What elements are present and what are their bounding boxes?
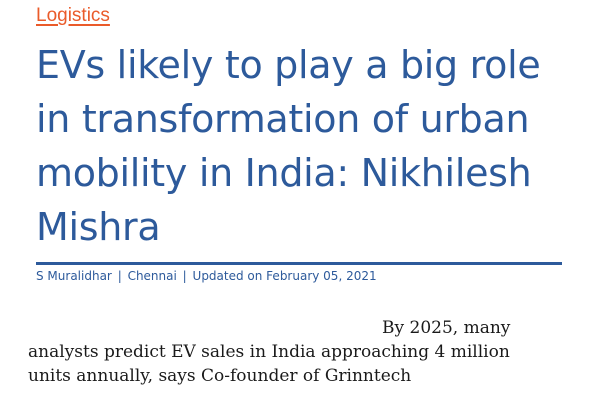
byline-divider (36, 262, 562, 265)
headline-line: in transformation of urban (36, 97, 530, 141)
author-link[interactable]: S Muralidhar (36, 269, 112, 283)
byline-separator: | (182, 269, 187, 283)
article-summary: By 2025, many analysts predict EV sales … (28, 316, 548, 388)
headline-line: EVs likely to play a big role (36, 43, 541, 87)
summary-line: units annually, says Co-founder of Grinn… (28, 366, 412, 386)
category-link[interactable]: Logistics (36, 5, 110, 26)
summary-line: analysts predict EV sales in India appro… (28, 342, 510, 362)
byline-separator: | (117, 269, 122, 283)
summary-line: By 2025, many (382, 318, 511, 338)
article-headline: EVs likely to play a big role in transfo… (36, 38, 576, 254)
updated-timestamp: Updated on February 05, 2021 (192, 269, 377, 283)
headline-line: Mishra (36, 205, 161, 249)
byline-location: Chennai (127, 269, 177, 283)
byline: S Muralidhar | Chennai | Updated on Febr… (36, 268, 377, 284)
headline-line: mobility in India: Nikhilesh (36, 151, 532, 195)
